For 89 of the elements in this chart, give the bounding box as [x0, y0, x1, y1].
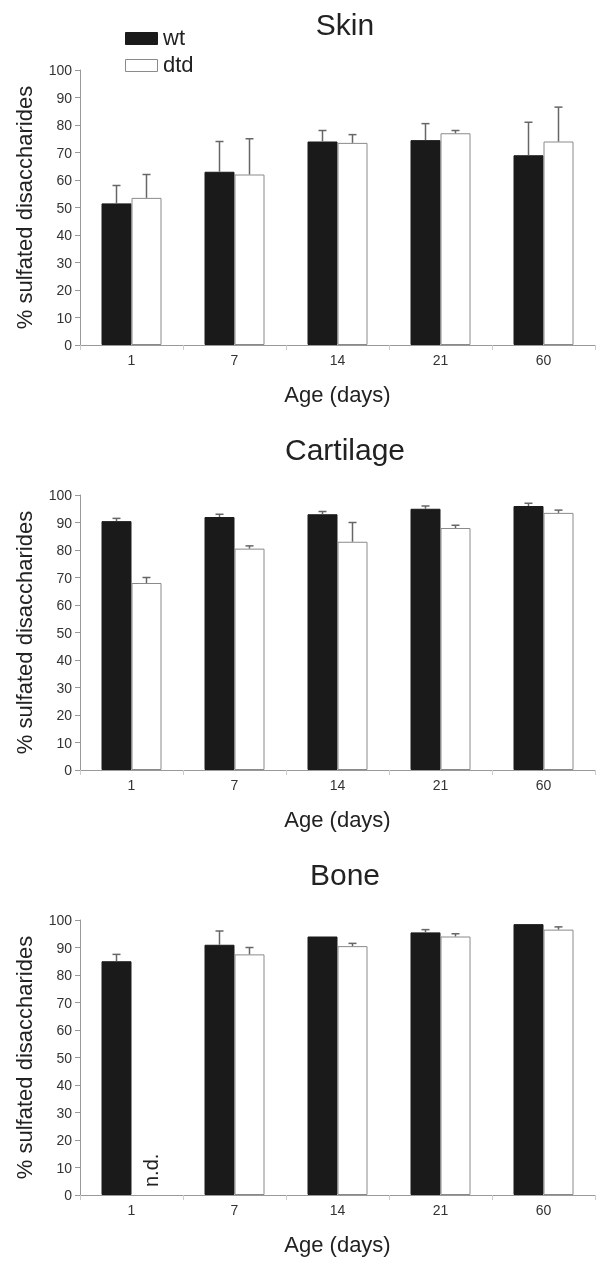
x-tick-label: 7: [230, 352, 239, 368]
bar: [543, 141, 574, 345]
y-tick-label: 20: [56, 1132, 73, 1148]
y-tick-label: 80: [56, 967, 73, 983]
y-tick-label: 100: [48, 487, 73, 503]
bar: [101, 521, 132, 770]
x-tick-label: 7: [230, 1202, 239, 1218]
y-tick-label: 50: [56, 624, 73, 641]
y-tick-label: 20: [56, 282, 73, 298]
bar: [440, 528, 471, 770]
x-tick-label: 14: [329, 352, 346, 368]
y-tick-label: 60: [56, 172, 73, 188]
y-tick-label: 30: [56, 679, 73, 696]
chart-title: Bone: [309, 857, 381, 891]
bar: [513, 924, 544, 1195]
bar: [543, 929, 574, 1195]
y-tick-label: 20: [56, 707, 73, 723]
bar: [410, 140, 441, 345]
y-tick-label: 40: [56, 652, 73, 668]
chart-title: Skin: [315, 7, 375, 41]
y-tick-label: 90: [56, 89, 73, 106]
x-tick-label: 60: [535, 777, 552, 793]
x-tick-label: 1: [127, 777, 136, 793]
bar: [440, 936, 471, 1195]
bar: [204, 944, 235, 1195]
x-tick-label: 21: [432, 1202, 449, 1218]
x-tick-label: 60: [535, 1202, 552, 1218]
y-tick-label: 50: [56, 1049, 73, 1066]
y-tick-label: 50: [56, 199, 73, 216]
x-tick-label: 60: [535, 352, 552, 368]
y-axis-title: % sulfated disaccharides: [11, 510, 37, 755]
y-tick-label: 10: [56, 1159, 73, 1176]
bar: [307, 514, 338, 770]
y-tick-label: 0: [64, 337, 73, 353]
legend-label: wt: [162, 24, 185, 50]
y-tick-label: 60: [56, 1022, 73, 1038]
bar: [234, 954, 265, 1195]
bar: [440, 133, 471, 345]
x-tick-label: 14: [329, 1202, 346, 1218]
y-tick-label: 10: [56, 734, 73, 751]
bar: [131, 583, 162, 770]
y-tick-label: 40: [56, 227, 73, 243]
bar: [307, 141, 338, 345]
y-tick-label: 90: [56, 939, 73, 956]
y-tick-label: 70: [56, 144, 73, 161]
bar: [131, 197, 162, 345]
bar: [543, 512, 574, 770]
x-axis-title: Age (days): [284, 381, 391, 407]
bar: [337, 541, 368, 770]
y-tick-label: 70: [56, 994, 73, 1011]
bar: [513, 506, 544, 770]
y-tick-label: 10: [56, 309, 73, 326]
annotation: n.d.: [139, 1153, 162, 1187]
y-tick-label: 80: [56, 542, 73, 558]
y-tick-label: 30: [56, 254, 73, 271]
bar: [410, 508, 441, 770]
bar: [307, 936, 338, 1195]
y-tick-label: 100: [48, 912, 73, 928]
x-tick-label: 1: [127, 1202, 136, 1218]
bar: [204, 517, 235, 770]
y-tick-label: 80: [56, 117, 73, 133]
y-tick-label: 0: [64, 762, 73, 778]
bar: [337, 946, 368, 1195]
bar: [410, 932, 441, 1195]
chart-title: Cartilage: [284, 432, 406, 466]
bar: [337, 142, 368, 345]
x-axis-title: Age (days): [284, 1231, 391, 1257]
y-tick-label: 30: [56, 1104, 73, 1121]
bar: [204, 171, 235, 345]
legend-label: dtd: [163, 51, 194, 77]
x-tick-label: 14: [329, 777, 346, 793]
bar: [101, 961, 132, 1195]
x-tick-label: 21: [432, 352, 449, 368]
x-tick-label: 7: [230, 777, 239, 793]
x-tick-label: 21: [432, 777, 449, 793]
y-axis-title: % sulfated disaccharides: [11, 85, 37, 330]
y-tick-label: 60: [56, 597, 73, 613]
y-axis-title: % sulfated disaccharides: [11, 935, 37, 1180]
x-axis-title: Age (days): [284, 806, 391, 832]
bar: [234, 174, 265, 345]
y-tick-label: 100: [48, 62, 73, 78]
y-tick-label: 70: [56, 569, 73, 586]
y-tick-label: 0: [64, 1187, 73, 1203]
x-tick-label: 1: [127, 352, 136, 368]
bar: [101, 203, 132, 345]
y-tick-label: 90: [56, 514, 73, 531]
y-tick-label: 40: [56, 1077, 73, 1093]
bar: [513, 155, 544, 345]
bar: [234, 548, 265, 770]
